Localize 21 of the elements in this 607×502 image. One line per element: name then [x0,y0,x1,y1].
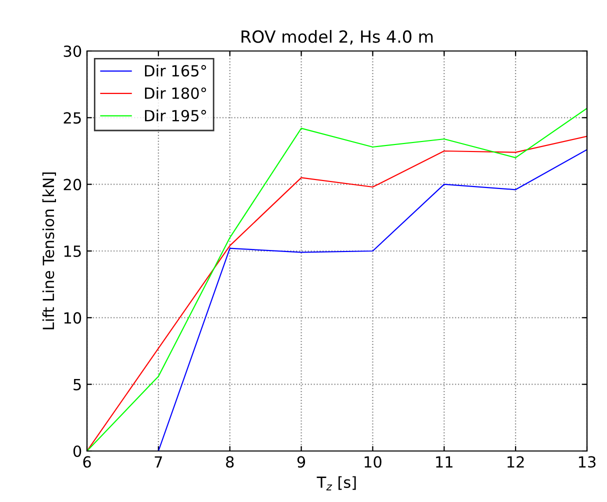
x-tick-label: 8 [226,456,234,468]
y-tick-label: 20 [64,178,82,190]
y-tick-label: 5 [74,379,81,390]
y-axis-title: Lift Line Tension [kN] [42,172,56,330]
y-tick-label: 0 [73,445,82,458]
x-tick-label: 6 [83,456,91,468]
x-axis-title: T$_{z}$ [s] [316,476,356,490]
x-tick-label: 13 [578,456,596,468]
chart-title: ROV model 2, Hs 4.0 m [242,30,433,45]
legend-label: Dir 180° [145,87,206,99]
x-tick-label: 12 [508,456,524,468]
y-tick-label: 30 [64,45,82,58]
legend-label: Dir 165° [145,64,206,77]
x-tick-label: 7 [154,456,162,468]
y-tick-label: 15 [64,246,81,258]
x-tick-label: 10 [364,456,382,468]
legend-label: Dir 195° [145,110,206,122]
y-tick-label: 25 [64,112,81,124]
x-tick-label: 9 [297,456,306,468]
x-tick-label: 11 [436,456,452,468]
y-tick-label: 10 [64,312,82,324]
